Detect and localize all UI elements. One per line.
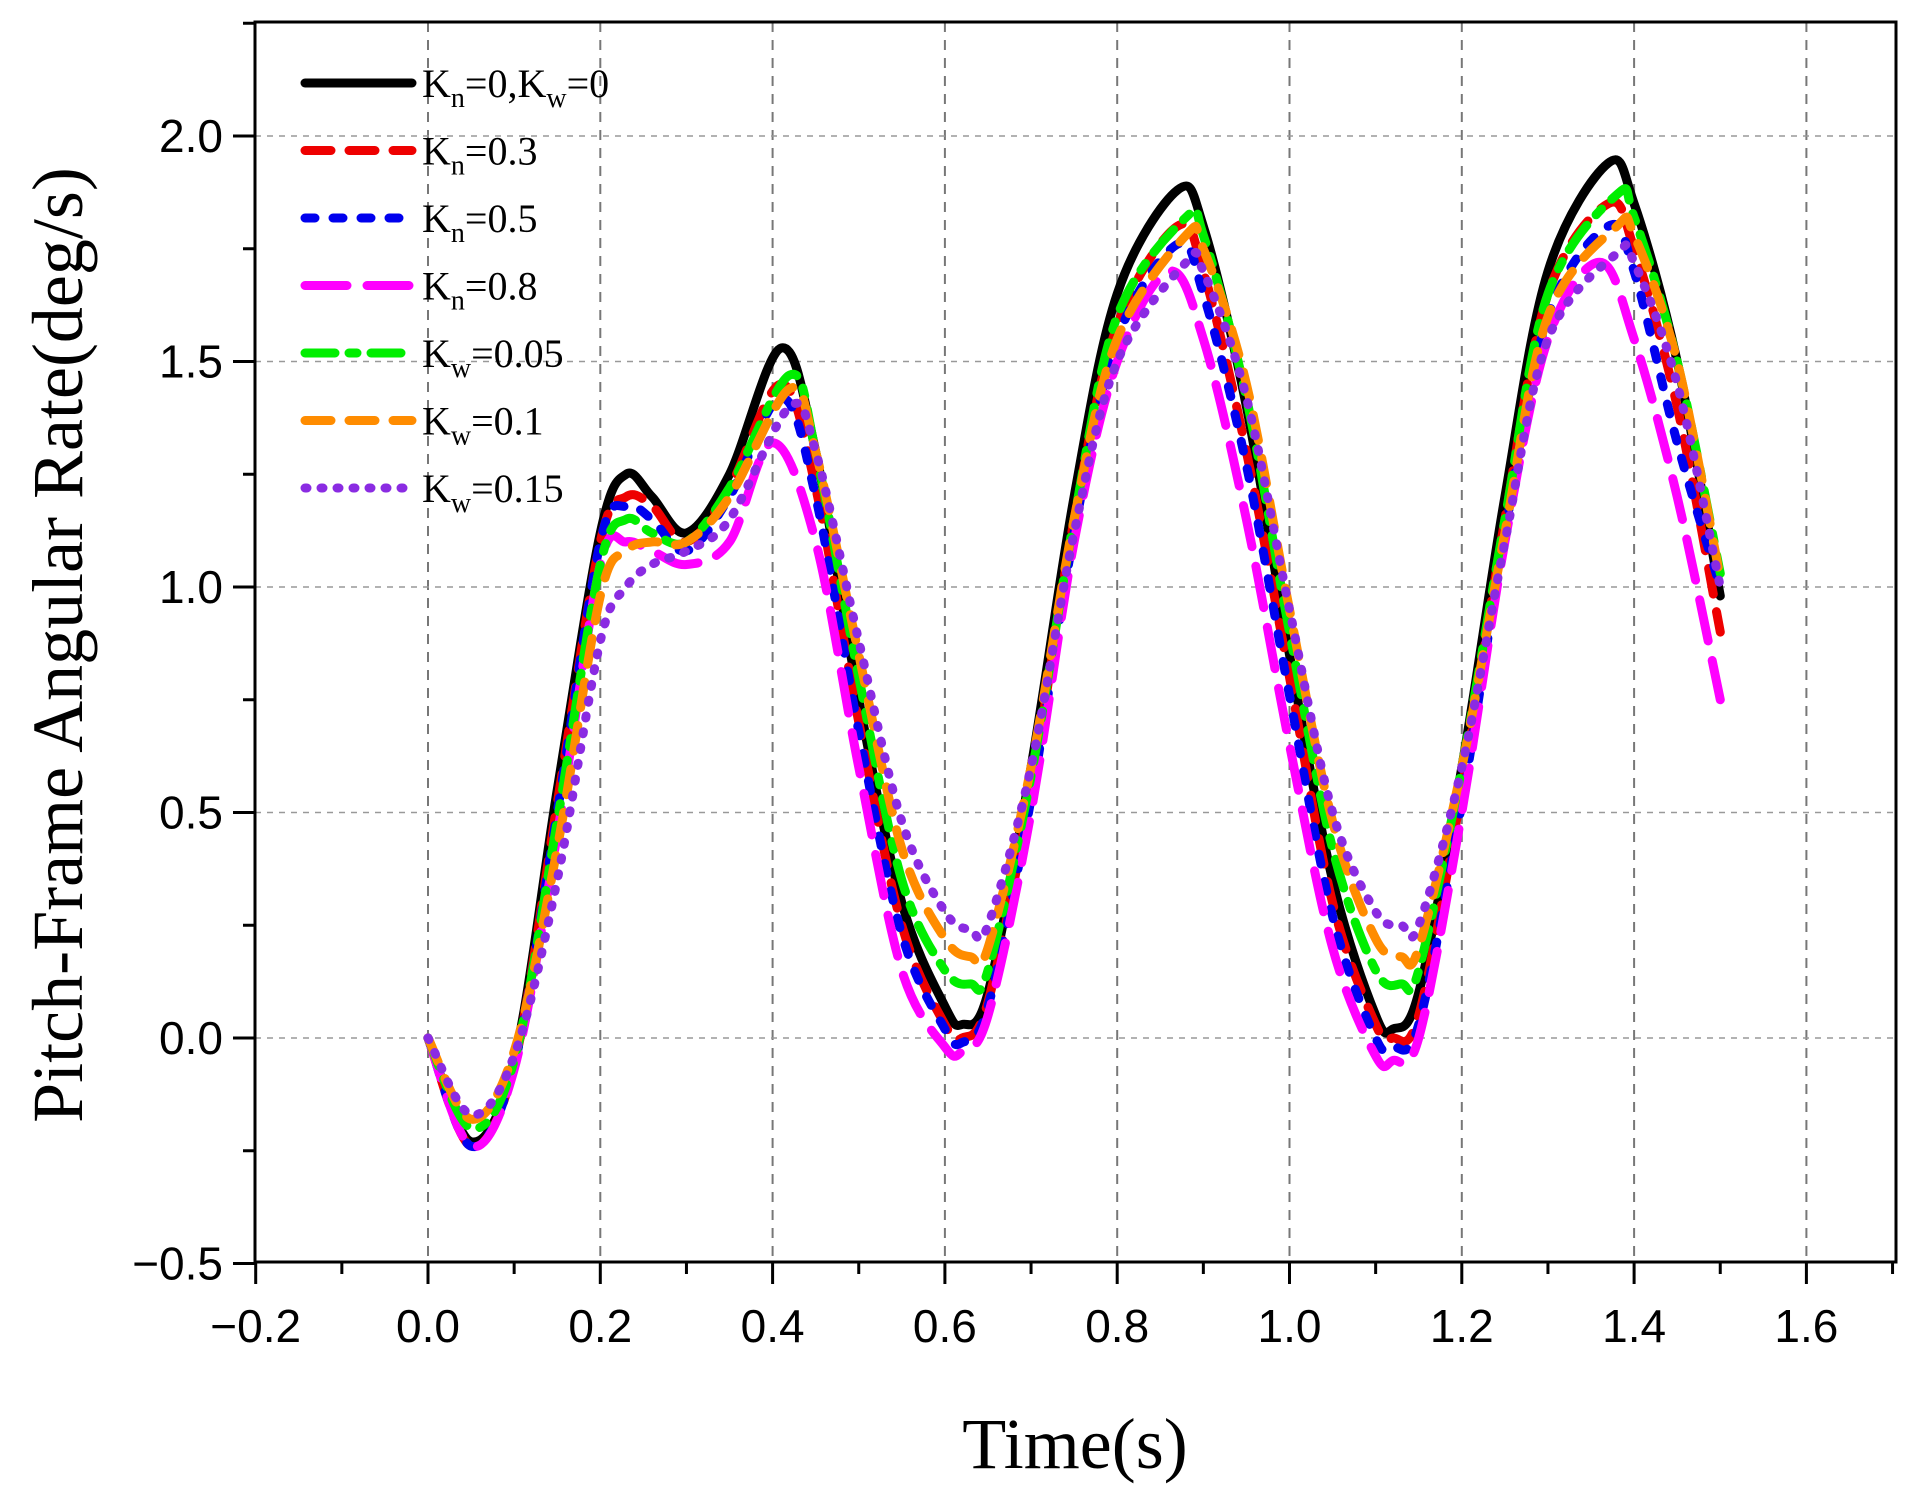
legend-subscript: w	[451, 488, 472, 519]
legend-text-part: K	[422, 61, 451, 106]
axis-tick-labels: −0.2 0.0 0.2 0.4 0.6 0.8 1.0 1.2 1.4 1.6 −0.5 0.0 0.…	[132, 110, 1838, 1352]
legend-label-3: Kn=0.5	[422, 196, 537, 249]
legend-text-part: K	[422, 399, 451, 444]
legend-label-1: Kn=0,Kw=0	[422, 61, 609, 114]
legend: Kn=0,Kw=0Kn=0.3Kn=0.5Kn=0.8Kw=0.05Kw=0.1…	[300, 61, 609, 519]
legend-text-part: =0.8	[465, 264, 538, 309]
x-tick-label: 0.8	[1085, 1300, 1149, 1352]
legend-label-4: Kn=0.8	[422, 264, 537, 317]
series-line-7	[423, 240, 1725, 1120]
legend-text-part: K	[422, 331, 451, 376]
legend-subscript: n	[451, 83, 465, 114]
legend-text-part: K	[422, 466, 451, 511]
x-tick-label: 1.2	[1430, 1300, 1494, 1352]
legend-text-part: K	[422, 196, 451, 241]
axis-ticks	[233, 21, 1895, 1284]
y-tick-label: −0.5	[132, 1238, 223, 1290]
legend-text-part: =0	[567, 61, 610, 106]
legend-text-part: =0.1	[471, 399, 544, 444]
y-tick-label: 0.5	[159, 787, 223, 839]
legend-label-5: Kw=0.05	[422, 331, 564, 384]
y-tick-label: 2.0	[159, 110, 223, 162]
legend-subscript: n	[451, 286, 465, 317]
legend-subscript: w	[546, 83, 567, 114]
legend-text-part: =0.15	[471, 466, 564, 511]
legend-subscript: w	[451, 353, 472, 384]
legend-label-6: Kw=0.1	[422, 399, 544, 452]
legend-text-part: =0,K	[465, 61, 547, 106]
series-group	[423, 155, 1725, 1152]
legend-label-2: Kn=0.3	[422, 129, 537, 182]
x-tick-label: 1.6	[1774, 1300, 1838, 1352]
x-tick-label: 0.2	[568, 1300, 632, 1352]
x-tick-label: 1.4	[1602, 1300, 1666, 1352]
legend-subscript: n	[451, 151, 465, 182]
x-axis-title: Time(s)	[962, 1404, 1187, 1484]
x-tick-label: −0.2	[210, 1300, 301, 1352]
plot-frame	[253, 20, 1898, 1264]
x-tick-label: 0.0	[396, 1300, 460, 1352]
legend-text-part: =0.3	[465, 129, 538, 174]
x-tick-label: 0.4	[741, 1300, 805, 1352]
legend-text-part: =0.05	[471, 331, 564, 376]
legend-subscript: n	[451, 218, 465, 249]
x-tick-label: 1.0	[1258, 1300, 1322, 1352]
legend-subscript: w	[451, 421, 472, 452]
y-tick-label: 0.0	[159, 1012, 223, 1064]
legend-text-part: =0.5	[465, 196, 538, 241]
legend-label-7: Kw=0.15	[422, 466, 564, 519]
legend-text-part: K	[422, 129, 451, 174]
y-axis-title: Pitch-Frame Angular Rate(deg/s)	[18, 167, 98, 1123]
y-tick-label: 1.0	[159, 561, 223, 613]
y-tick-label: 1.5	[159, 336, 223, 388]
legend-text-part: K	[422, 264, 451, 309]
x-tick-label: 0.6	[913, 1300, 977, 1352]
